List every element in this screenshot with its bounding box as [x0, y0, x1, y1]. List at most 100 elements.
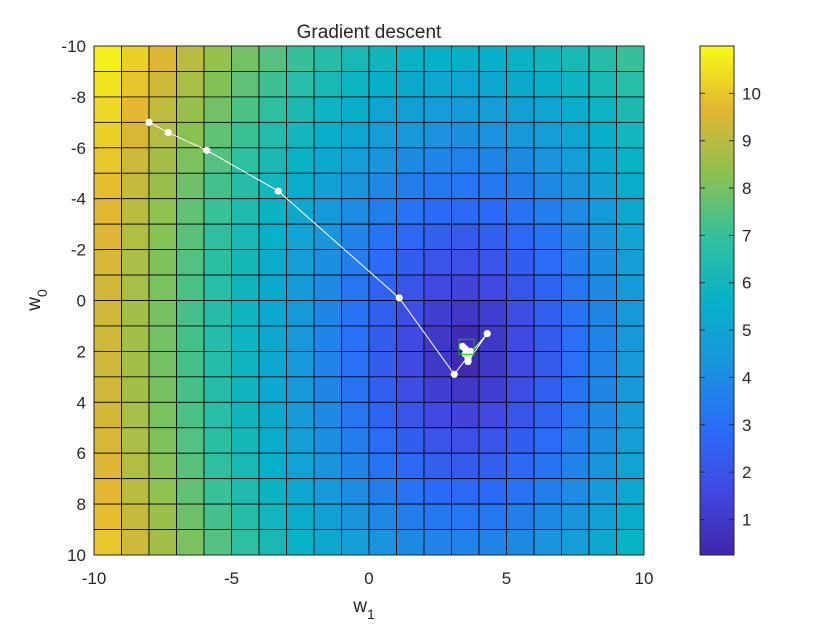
heatmap-cell	[589, 97, 617, 122]
heatmap-cell	[424, 275, 452, 300]
heatmap-cell	[452, 402, 480, 427]
heatmap-cell	[259, 402, 287, 427]
heatmap-cell	[314, 275, 342, 300]
heatmap-cell	[342, 453, 370, 478]
heatmap-cell	[204, 122, 232, 147]
heatmap-cell	[479, 504, 507, 529]
heatmap-cell	[342, 530, 370, 555]
heatmap-cell	[259, 301, 287, 326]
heatmap-cell	[589, 71, 617, 96]
heatmap-cell	[562, 402, 590, 427]
heatmap-cell	[397, 224, 425, 249]
heatmap-cell	[177, 250, 205, 275]
heatmap-cell	[232, 453, 260, 478]
heatmap-cell	[287, 301, 315, 326]
heatmap-cell	[94, 250, 122, 275]
y-tick-label: 0	[77, 292, 86, 311]
heatmap-cell	[149, 46, 177, 71]
heatmap-cell	[232, 479, 260, 504]
heatmap-cell	[259, 224, 287, 249]
heatmap-cell	[94, 377, 122, 402]
y-tick-label: 2	[77, 342, 86, 361]
colorbar-tick-label: 3	[742, 416, 751, 435]
heatmap-cell	[287, 122, 315, 147]
heatmap-cell	[149, 351, 177, 376]
heatmap-cell	[397, 97, 425, 122]
heatmap-cell	[314, 530, 342, 555]
heatmap-cell	[122, 173, 150, 198]
heatmap-cell	[507, 173, 535, 198]
heatmap-cell	[397, 377, 425, 402]
heatmap-cell	[342, 479, 370, 504]
heatmap-cell	[617, 224, 645, 249]
colorbar-tick-label: 4	[742, 368, 751, 387]
heatmap-cell	[177, 173, 205, 198]
heatmap-cell	[617, 377, 645, 402]
heatmap-cell	[452, 301, 480, 326]
heatmap-cell	[397, 504, 425, 529]
heatmap-cell	[122, 46, 150, 71]
heatmap-cell	[94, 351, 122, 376]
heatmap-cell	[122, 479, 150, 504]
y-tick-label: 8	[77, 495, 86, 514]
heatmap-cell	[562, 250, 590, 275]
heatmap-cell	[397, 122, 425, 147]
heatmap-cell	[369, 428, 397, 453]
heatmap-cell	[287, 479, 315, 504]
heatmap-cell	[617, 453, 645, 478]
y-tick-label: -6	[71, 139, 86, 158]
descent-path-point	[275, 187, 282, 194]
heatmap-cell	[589, 250, 617, 275]
heatmap-cell	[177, 148, 205, 173]
heatmap-cell	[177, 46, 205, 71]
heatmap-cell	[232, 504, 260, 529]
heatmap-cell	[204, 71, 232, 96]
heatmap-cell	[397, 148, 425, 173]
heatmap-cell	[94, 97, 122, 122]
heatmap-cell	[342, 46, 370, 71]
heatmap-cell	[149, 71, 177, 96]
heatmap-cell	[369, 46, 397, 71]
heatmap-cell	[94, 224, 122, 249]
heatmap-cell	[232, 224, 260, 249]
x-axis-label-sub: 1	[367, 606, 375, 622]
heatmap-cell	[94, 148, 122, 173]
heatmap-cell	[479, 275, 507, 300]
heatmap-cell	[507, 199, 535, 224]
heatmap-cell	[507, 377, 535, 402]
heatmap-cell	[424, 428, 452, 453]
heatmap-cell	[507, 122, 535, 147]
heatmap-cell	[507, 428, 535, 453]
heatmap-cell	[94, 71, 122, 96]
heatmap-cell	[232, 377, 260, 402]
heatmap-cell	[314, 71, 342, 96]
heatmap-cell	[177, 402, 205, 427]
heatmap-cell	[479, 71, 507, 96]
chart-title: Gradient descent	[297, 22, 442, 43]
heatmap-cell	[259, 148, 287, 173]
x-tick-label: -10	[82, 569, 107, 588]
heatmap-cell	[314, 301, 342, 326]
descent-path-point	[462, 345, 469, 352]
heatmap-cell	[149, 224, 177, 249]
heatmap-cell	[617, 250, 645, 275]
heatmap-cell	[287, 530, 315, 555]
heatmap-cell	[259, 530, 287, 555]
heatmap-cell	[232, 326, 260, 351]
heatmap-cell	[149, 428, 177, 453]
x-tick-label: 10	[635, 569, 654, 588]
heatmap-cell	[589, 479, 617, 504]
heatmap-cell	[287, 275, 315, 300]
heatmap-cell	[534, 530, 562, 555]
heatmap-cell	[534, 479, 562, 504]
heatmap-cell	[204, 275, 232, 300]
descent-path-point	[145, 119, 152, 126]
heatmap-cell	[617, 46, 645, 71]
heatmap-cell	[507, 275, 535, 300]
heatmap-cell	[94, 453, 122, 478]
heatmap-cell	[534, 173, 562, 198]
heatmap-cell	[479, 173, 507, 198]
heatmap-cell	[177, 71, 205, 96]
heatmap-cell	[479, 122, 507, 147]
heatmap-cell	[617, 402, 645, 427]
